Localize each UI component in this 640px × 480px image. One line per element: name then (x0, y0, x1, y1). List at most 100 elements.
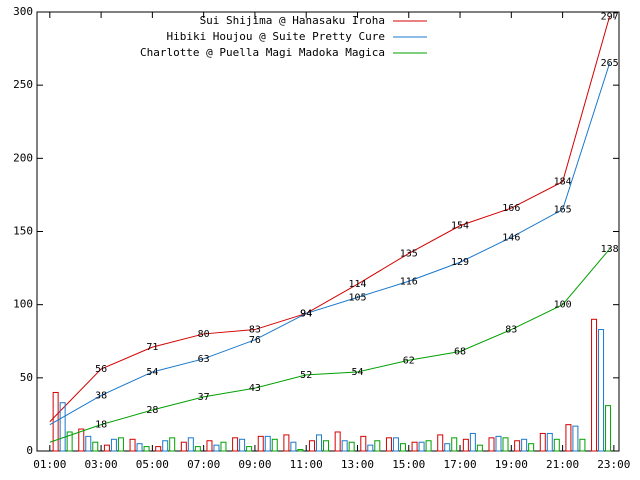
data-label: 94 (300, 308, 312, 319)
bar (367, 444, 374, 452)
bar (290, 441, 297, 452)
bar (92, 441, 99, 452)
data-label: 62 (403, 355, 415, 366)
data-label: 116 (400, 276, 418, 287)
series-line (49, 248, 610, 443)
x-tick-label: 21:00 (546, 458, 579, 471)
bar (360, 435, 367, 452)
bar (598, 329, 605, 452)
data-label: 28 (146, 405, 158, 416)
bar (194, 446, 201, 452)
bar (271, 438, 278, 452)
bar (605, 405, 612, 452)
legend-label: Charlotte @ Puella Magi Madoka Magica (140, 46, 385, 59)
bar (316, 434, 323, 452)
series-line (49, 16, 611, 423)
bar (385, 437, 392, 452)
bar (257, 435, 264, 452)
bar (136, 443, 143, 452)
bar (462, 438, 469, 452)
bar (143, 446, 150, 452)
bar (444, 443, 451, 452)
bar (180, 441, 187, 452)
bar (514, 440, 521, 452)
data-label: 265 (601, 58, 619, 69)
bar (488, 437, 495, 452)
bar (553, 438, 560, 452)
bar (187, 437, 194, 452)
bar (232, 437, 239, 452)
data-label: 56 (95, 364, 107, 375)
bar (85, 435, 92, 452)
data-label: 54 (146, 367, 158, 378)
data-label: 80 (198, 329, 210, 340)
bar (309, 440, 316, 452)
data-label: 166 (502, 203, 520, 214)
bar (572, 425, 579, 452)
data-label: 105 (348, 292, 366, 303)
y-tick-label: 100 (13, 298, 33, 311)
bar (546, 432, 553, 452)
data-label: 114 (348, 279, 366, 290)
data-label: 165 (554, 205, 572, 216)
bar (399, 443, 406, 452)
data-label: 184 (554, 177, 572, 188)
bar (565, 424, 572, 452)
bar (425, 440, 432, 452)
bar (392, 437, 399, 452)
data-label: 83 (505, 325, 517, 336)
bar (469, 432, 476, 452)
bar (374, 440, 381, 452)
bar (437, 434, 444, 452)
bar (323, 440, 330, 452)
bar (334, 431, 341, 452)
bar (78, 428, 85, 452)
y-tick-label: 50 (20, 371, 33, 384)
bar (66, 431, 73, 452)
x-tick-label: 01:00 (33, 458, 66, 471)
data-label: 38 (95, 390, 107, 401)
x-tick-label: 07:00 (187, 458, 220, 471)
bar (418, 441, 425, 452)
bar (213, 444, 220, 452)
bar (169, 437, 176, 452)
data-label: 76 (249, 335, 261, 346)
x-tick-label: 19:00 (495, 458, 528, 471)
bar (117, 437, 124, 452)
y-tick-label: 300 (13, 5, 33, 18)
bar (591, 318, 598, 452)
bar (52, 391, 59, 452)
bar (239, 438, 246, 452)
x-tick-label: 17:00 (443, 458, 476, 471)
x-tick-label: 03:00 (85, 458, 118, 471)
data-label: 71 (146, 342, 158, 353)
bar (220, 441, 227, 452)
data-label: 135 (400, 248, 418, 259)
y-tick-label: 0 (26, 444, 33, 457)
data-label: 83 (249, 325, 261, 336)
data-label: 297 (601, 11, 619, 22)
bar (129, 438, 136, 452)
data-label: 54 (351, 367, 363, 378)
data-label: 37 (198, 392, 210, 403)
bar (103, 444, 110, 452)
legend-label: Sui Shijima @ Hanasaku Iroha (200, 14, 385, 27)
bar (283, 434, 290, 452)
legend-label: Hibiki Houjou @ Suite Pretty Cure (166, 30, 385, 43)
data-label: 68 (454, 346, 466, 357)
data-label: 100 (554, 300, 572, 311)
bar (495, 435, 502, 452)
data-label: 43 (249, 383, 261, 394)
x-tick-label: 23:00 (597, 458, 630, 471)
bar (451, 437, 458, 452)
bar (411, 441, 418, 452)
x-tick-label: 09:00 (238, 458, 271, 471)
data-label: 129 (451, 257, 469, 268)
bar (162, 440, 169, 452)
bar (539, 432, 546, 452)
bar (206, 440, 213, 452)
x-tick-label: 15:00 (392, 458, 425, 471)
data-label: 18 (95, 420, 107, 431)
bar (348, 441, 355, 452)
